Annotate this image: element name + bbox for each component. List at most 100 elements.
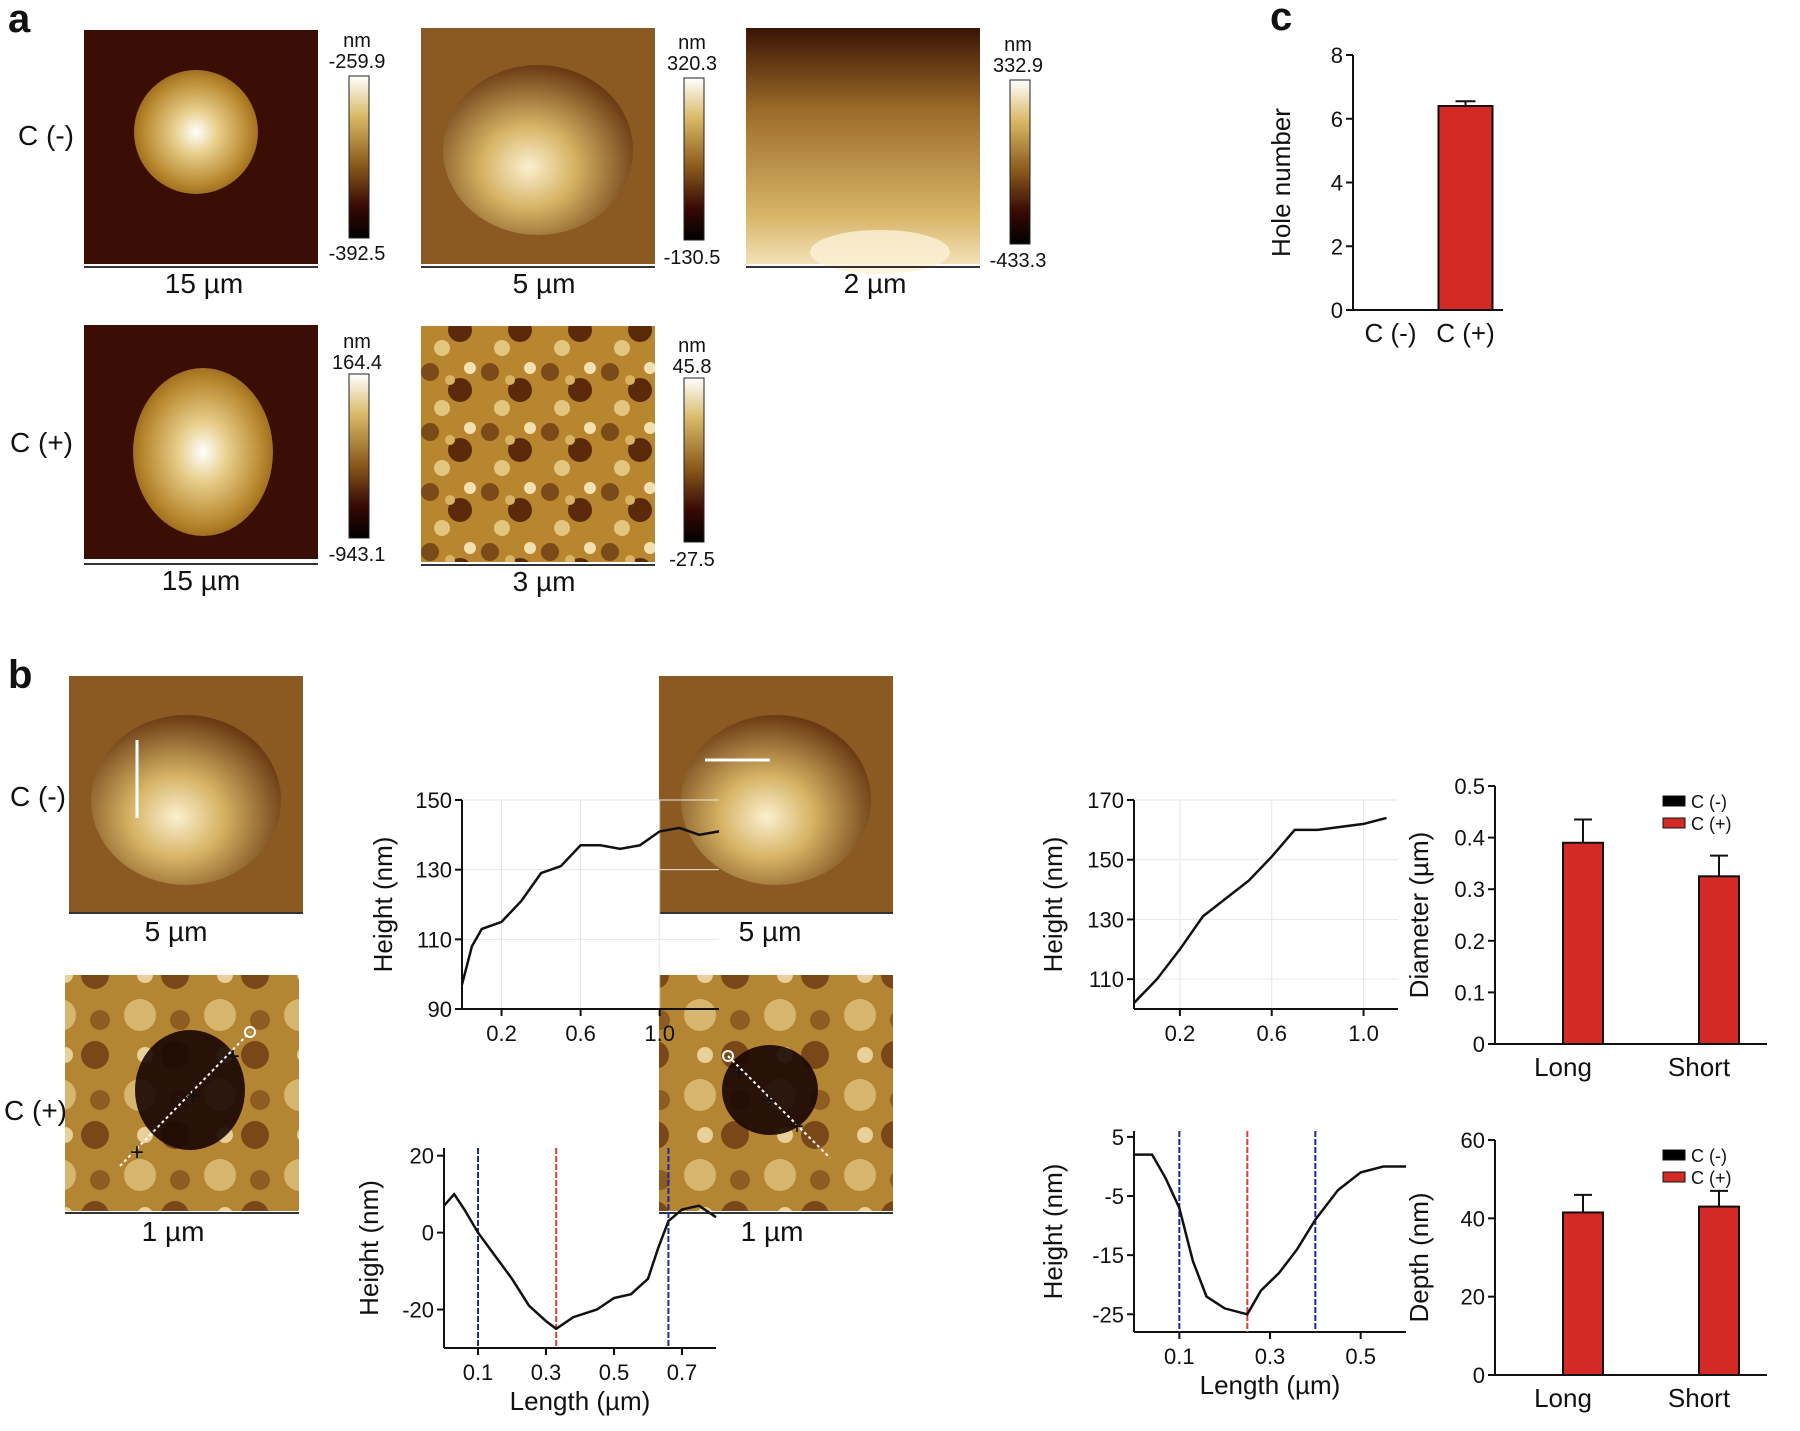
afm-image-a3 xyxy=(746,28,980,274)
profile-4-xlabel: Length (µm) xyxy=(1200,1370,1341,1400)
cbar-min-a1: -392.5 xyxy=(329,243,386,265)
afm-image-a5 xyxy=(421,326,655,562)
profile-1-ylabel: Height (nm) xyxy=(368,837,398,973)
depth-bar xyxy=(1562,1211,1604,1377)
c-ytick-label: 6 xyxy=(1331,107,1343,132)
profile-1-ytick-label: 110 xyxy=(417,927,452,952)
chart-profile-2: 110 130 150 170 Height (nm) 0.2 0.6 1.0 xyxy=(1038,788,1398,1046)
diameter-ytick-label: 0.1 xyxy=(1454,980,1485,1005)
profile-4-xtick-label: 0.1 xyxy=(1164,1344,1195,1369)
depth-ytick-label: 20 xyxy=(1461,1285,1485,1310)
cbar-max-a3: 332.9 xyxy=(993,55,1043,77)
cbar-unit-a2: nm xyxy=(678,32,706,54)
diameter-category-label: Long xyxy=(1534,1052,1592,1082)
profile-4-xtick-label: 0.5 xyxy=(1345,1344,1376,1369)
depth-ylabel: Depth (nm) xyxy=(1404,1192,1434,1322)
row-label-c-plus: C (+) xyxy=(10,427,73,458)
scale-label-b2: 5 µm xyxy=(739,916,802,947)
scale-label-b4: 1 µm xyxy=(741,1216,804,1247)
svg-text:+: + xyxy=(732,1059,746,1086)
profile-2-ytick-label: 130 xyxy=(1087,907,1124,932)
profile-1-ytick-label: 150 xyxy=(415,788,452,813)
profile-2-ytick-label: 150 xyxy=(1087,848,1124,873)
colorbar-a1 xyxy=(348,75,370,239)
cbar-min-a3: -433.3 xyxy=(990,250,1047,272)
scale-label-b1: 5 µm xyxy=(145,916,208,947)
diameter-ylabel: Diameter (µm) xyxy=(1404,832,1434,999)
diameter-legend-swatch xyxy=(1662,817,1686,829)
scale-label-a3: 2 µm xyxy=(844,268,907,299)
svg-text:+: + xyxy=(130,1139,144,1166)
profile-2-xtick-label: 0.6 xyxy=(1256,1021,1287,1046)
chart-depth: 0 20 40 60 Depth (nm) Long Short C (-)C (+) xyxy=(1404,1128,1767,1413)
cbar-unit-a4: nm xyxy=(343,331,371,353)
profile-3-series-line xyxy=(443,1192,717,1331)
profile-4-ytick-label: -25 xyxy=(1092,1302,1124,1327)
profile-3-ytick-label: 20 xyxy=(410,1144,434,1169)
profile-3-xtick-label: 0.1 xyxy=(463,1360,494,1385)
diameter-legend-swatch xyxy=(1662,795,1686,807)
profile-3-ytick-label: -20 xyxy=(402,1298,434,1323)
depth-legend-swatch xyxy=(1662,1171,1686,1183)
colorbar-a5 xyxy=(683,377,705,543)
colorbar-a4 xyxy=(348,373,370,539)
afm-image-b1 xyxy=(69,676,303,912)
row-label-c-minus: C (-) xyxy=(18,120,74,151)
diameter-legend-label: C (-) xyxy=(1691,792,1727,812)
profile-1-xtick-label: 0.6 xyxy=(565,1021,596,1046)
depth-bar xyxy=(1698,1205,1740,1377)
afm-image-a2 xyxy=(421,28,655,264)
profile-2-ytick-label: 170 xyxy=(1087,788,1124,813)
scale-label-b3: 1 µm xyxy=(142,1216,205,1247)
c-category-label: C (-) xyxy=(1365,318,1417,348)
diameter-ytick-label: 0.3 xyxy=(1454,877,1485,902)
colorbar-a3 xyxy=(1009,79,1031,245)
profile-4-series-line xyxy=(1134,1153,1406,1316)
profile-1-series-line xyxy=(460,826,720,985)
profile-3-ylabel: Height (nm) xyxy=(354,1180,384,1316)
svg-text:+: + xyxy=(790,1113,804,1140)
chart-hole-number: 0 2 4 6 8 Hole number C (-) C (+) xyxy=(1266,43,1503,348)
cbar-unit-a3: nm xyxy=(1004,34,1032,56)
afm-image-a4 xyxy=(84,325,318,559)
profile-2-ytick-label: 110 xyxy=(1089,967,1124,992)
profile-1-xtick-label: 0.2 xyxy=(486,1021,517,1046)
profile-3-xtick-label: 0.7 xyxy=(667,1360,698,1385)
row-label-b-c-plus: C (+) xyxy=(4,1095,67,1126)
chart-diameter: 0 0.1 0.2 0.3 0.4 0.5 Diameter (µm) Long Short C … xyxy=(1404,774,1767,1082)
profile-1-ytick-label: 130 xyxy=(415,858,452,883)
c-ytick-label: 8 xyxy=(1331,43,1343,68)
depth-ytick-label: 0 xyxy=(1473,1363,1485,1388)
panel-c-label: c xyxy=(1270,0,1292,39)
diameter-ytick-label: 0.4 xyxy=(1454,826,1485,851)
diameter-ytick-label: 0.2 xyxy=(1454,929,1485,954)
diameter-bar xyxy=(1698,875,1740,1045)
diameter-ytick-label: 0.5 xyxy=(1454,774,1485,799)
profile-2-ylabel: Height (nm) xyxy=(1038,837,1068,973)
svg-text:+: + xyxy=(226,1043,240,1070)
cbar-unit-a5: nm xyxy=(678,335,706,357)
panel-b-label: b xyxy=(8,653,32,697)
cbar-max-a5: 45.8 xyxy=(673,356,712,378)
c-ytick-label: 2 xyxy=(1331,234,1343,259)
diameter-ytick-label: 0 xyxy=(1473,1032,1485,1057)
profile-2-xtick-label: 0.2 xyxy=(1165,1021,1196,1046)
cbar-max-a1: -259.9 xyxy=(329,51,386,73)
chart-profile-1: 90 110 130 150 Height (nm) 0.2 0.6 1.0 xyxy=(368,788,720,1046)
diameter-legend-label: C (+) xyxy=(1691,814,1732,834)
c-ytick-label: 0 xyxy=(1331,298,1343,323)
cbar-min-a2: -130.5 xyxy=(664,247,721,269)
scale-label-a1: 15 µm xyxy=(165,268,243,299)
profile-3-xtick-label: 0.3 xyxy=(531,1360,562,1385)
cbar-max-a2: 320.3 xyxy=(667,53,717,75)
cbar-min-a5: -27.5 xyxy=(669,549,715,571)
depth-category-label: Short xyxy=(1668,1383,1731,1413)
afm-image-b3: + + + xyxy=(65,975,299,1211)
c-ytick-label: 4 xyxy=(1331,171,1343,196)
profile-1-ytick-label: 90 xyxy=(428,997,452,1022)
svg-text:+: + xyxy=(186,1083,200,1110)
profile-1-xtick-label: 1.0 xyxy=(644,1021,675,1046)
profile-2-xtick-label: 1.0 xyxy=(1348,1021,1379,1046)
scale-label-a4: 15 µm xyxy=(162,565,240,596)
diameter-bar xyxy=(1562,841,1604,1046)
